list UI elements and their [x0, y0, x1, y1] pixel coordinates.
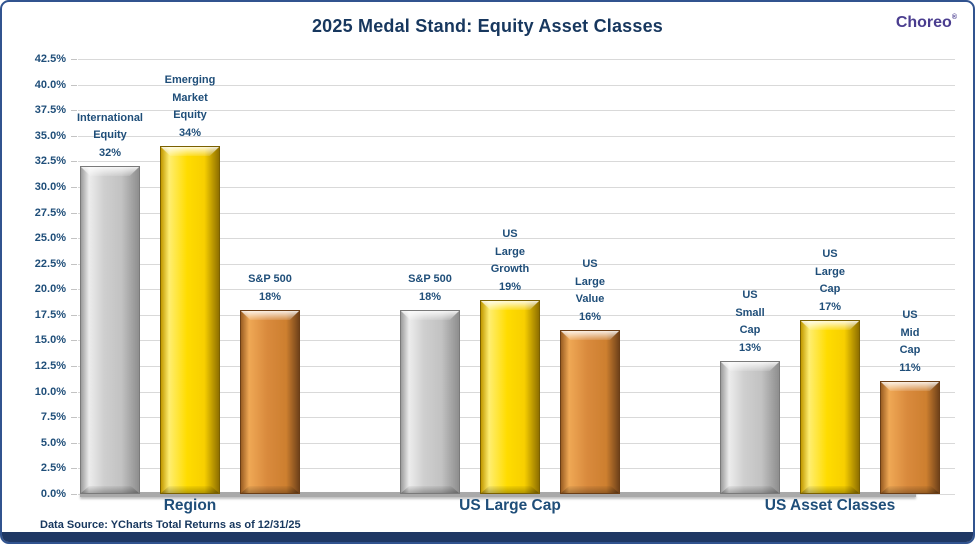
y-axis-tick	[71, 468, 77, 469]
bar-us-mid-cap-bronze	[880, 381, 940, 494]
y-axis-label: 37.5%	[34, 104, 66, 116]
gridline	[78, 238, 955, 239]
y-axis-label: 32.5%	[34, 155, 66, 167]
gridline	[78, 85, 955, 86]
group-label-region: Region	[163, 497, 217, 514]
y-axis-label: 7.5%	[40, 411, 66, 423]
bar-label-us-small-cap: US Small Cap 13%	[735, 289, 765, 354]
gridline	[78, 110, 955, 111]
bar-label-emerging-market-equity: Emerging Market Equity 34%	[164, 74, 216, 139]
bar-label-sandp-500: S&P 500 18%	[248, 273, 292, 303]
group-label-us-asset-classes: US Asset Classes	[764, 497, 896, 514]
data-source-footnote: Data Source: YCharts Total Returns as of…	[40, 519, 301, 531]
y-axis-label: 42.5%	[34, 53, 66, 65]
y-axis-tick	[71, 366, 77, 367]
y-axis-label: 15.0%	[34, 334, 66, 346]
bar-label-us-large-growth: US Large Growth 19%	[490, 228, 530, 293]
bar-label-us-large-value: US Large Value 16%	[575, 258, 605, 323]
choreo-logo: Choreo®	[895, 14, 957, 31]
footer-accent-band	[2, 532, 973, 542]
y-axis-label: 22.5%	[34, 258, 66, 270]
gridline	[78, 136, 955, 137]
bar-label-international-equity: International Equity 32%	[76, 111, 143, 159]
y-axis-label: 25.0%	[34, 232, 66, 244]
gridline	[78, 213, 955, 214]
bar-us-large-growth-gold	[480, 300, 540, 494]
gridline	[78, 264, 955, 265]
y-axis-label: 30.0%	[34, 181, 66, 193]
gridline	[78, 59, 955, 60]
bar-international-equity-silver	[80, 166, 140, 494]
y-axis-tick	[71, 161, 77, 162]
bar-label-sandp-500: S&P 500 18%	[408, 273, 452, 303]
y-axis-tick	[71, 110, 77, 111]
y-axis-tick	[71, 289, 77, 290]
y-axis-tick	[71, 187, 77, 188]
y-axis-tick	[71, 417, 77, 418]
y-axis-label: 35.0%	[34, 130, 66, 142]
y-axis-label: 10.0%	[34, 386, 66, 398]
x-axis-baseline	[80, 492, 916, 497]
bar-emerging-market-equity-gold	[160, 146, 220, 494]
bar-us-small-cap-silver	[720, 361, 780, 494]
bar-us-large-cap-gold	[800, 320, 860, 494]
bar-sandp-500-silver	[400, 310, 460, 494]
y-axis-label: 27.5%	[34, 207, 66, 219]
bar-label-us-large-cap: US Large Cap 17%	[815, 248, 845, 313]
chart-title: 2025 Medal Stand: Equity Asset Classes	[311, 16, 664, 36]
y-axis-tick	[71, 238, 77, 239]
y-axis-tick	[71, 315, 77, 316]
gridline	[78, 187, 955, 188]
y-axis-tick	[71, 494, 77, 495]
y-axis-tick	[71, 136, 77, 137]
y-axis-label: 2.5%	[40, 462, 66, 474]
y-axis-label: 17.5%	[34, 309, 66, 321]
y-axis-tick	[71, 85, 77, 86]
bar-label-us-mid-cap: US Mid Cap 11%	[899, 309, 921, 374]
bar-us-large-value-bronze	[560, 330, 620, 494]
y-axis-tick	[71, 443, 77, 444]
y-axis-tick	[71, 59, 77, 60]
y-axis-label: 0.0%	[40, 488, 66, 500]
y-axis-tick	[71, 392, 77, 393]
y-axis-label: 12.5%	[34, 360, 66, 372]
bar-sandp-500-bronze	[240, 310, 300, 494]
y-axis-tick	[71, 213, 77, 214]
y-axis-label: 5.0%	[40, 437, 66, 449]
y-axis-label: 20.0%	[34, 283, 66, 295]
y-axis-tick	[71, 264, 77, 265]
gridline	[78, 161, 955, 162]
y-axis-tick	[71, 340, 77, 341]
group-label-us-large-cap: US Large Cap	[459, 497, 561, 514]
y-axis-label: 40.0%	[34, 79, 66, 91]
gridline	[78, 289, 955, 290]
